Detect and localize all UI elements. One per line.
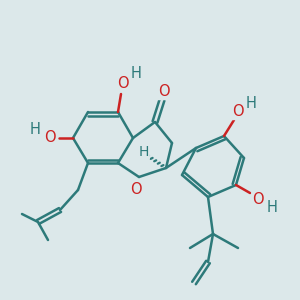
Text: O: O — [232, 104, 244, 119]
Text: O: O — [158, 85, 170, 100]
Text: O: O — [44, 130, 56, 146]
Text: O: O — [117, 76, 129, 92]
Text: H: H — [30, 122, 40, 137]
Text: H: H — [267, 200, 278, 214]
Text: H: H — [139, 145, 149, 159]
Text: O: O — [130, 182, 142, 197]
Text: O: O — [252, 191, 264, 206]
Text: H: H — [130, 67, 141, 82]
Text: H: H — [246, 95, 256, 110]
